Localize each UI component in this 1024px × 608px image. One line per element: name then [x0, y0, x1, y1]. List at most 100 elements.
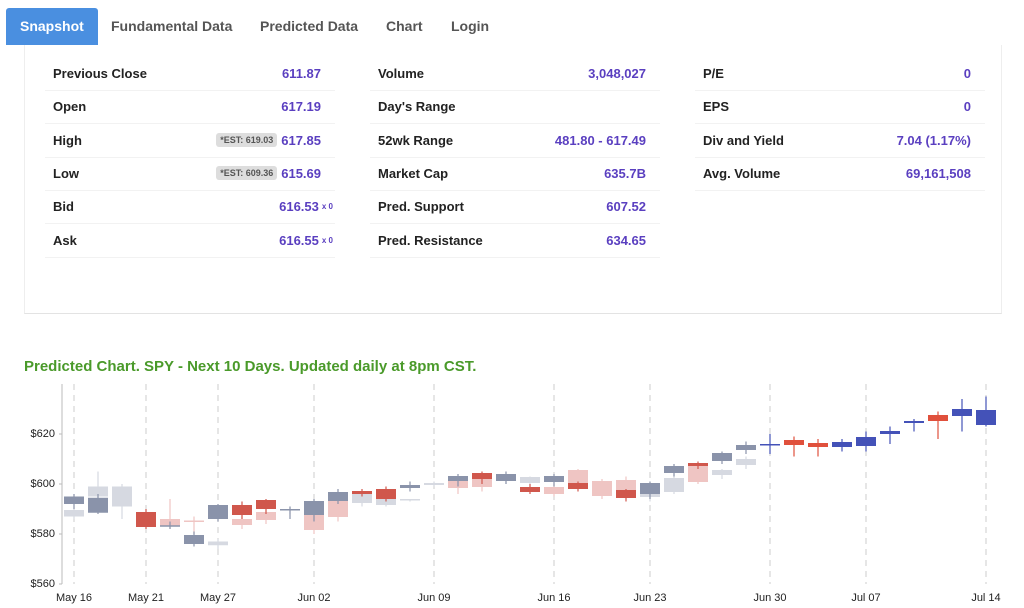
x-tick-label: Jul 14	[971, 592, 1000, 604]
stat-label: Open	[53, 99, 87, 115]
y-tick-label: $600	[31, 478, 55, 490]
candle-body	[304, 501, 324, 515]
stat-row: 52wk Range 481.80 - 617.49	[370, 124, 660, 158]
stat-value: 607.52	[606, 199, 646, 215]
candle-body	[904, 421, 924, 423]
stat-row: Market Cap 635.7B	[370, 157, 660, 191]
stat-label: Day's Range	[378, 99, 456, 115]
x-tick-label: May 27	[200, 592, 236, 604]
stat-row: Div and Yield 7.04 (1.17%)	[695, 124, 985, 158]
candle-body	[256, 500, 276, 509]
stat-value: 0	[963, 99, 971, 115]
stat-row: Ask 616.55 x 0	[45, 224, 335, 258]
tab[interactable]: Snapshot	[6, 8, 98, 45]
stat-row: Bid 616.53 x 0	[45, 190, 335, 225]
candle-body	[568, 470, 588, 483]
x-tick-label: Jun 02	[297, 592, 330, 604]
stat-label: Pred. Support	[378, 199, 464, 215]
candle-body	[232, 519, 252, 525]
chart-title: Predicted Chart. SPY - Next 10 Days. Upd…	[24, 358, 477, 375]
x-tick-label: Jun 16	[537, 592, 570, 604]
stat-row: Volume 3,048,027	[370, 57, 660, 91]
candle-body	[952, 409, 972, 416]
stat-label: Bid	[53, 199, 74, 215]
stat-row: High *EST: 619.03 617.85	[45, 124, 335, 158]
candle-body	[112, 486, 132, 507]
stat-row: Pred. Resistance 634.65	[370, 224, 660, 258]
candle-body	[664, 478, 684, 492]
candle-body	[736, 459, 756, 465]
candle-body	[808, 443, 828, 447]
x-tick-label: May 16	[56, 592, 92, 604]
candle-body	[400, 499, 420, 501]
candle-body	[520, 477, 540, 483]
candle-body	[736, 445, 756, 450]
stat-label: EPS	[703, 99, 730, 115]
candle-body	[688, 463, 708, 466]
tab[interactable]: Predicted Data	[260, 18, 359, 34]
candle-body	[352, 491, 372, 494]
stat-row: Open 617.19	[45, 90, 335, 125]
candle-body	[712, 470, 732, 475]
stat-label: Div and Yield	[703, 132, 784, 148]
stat-row: Day's Range	[370, 90, 660, 125]
candle-body	[424, 483, 444, 485]
candle-body	[136, 512, 156, 527]
candle-body	[400, 485, 420, 488]
candle-body	[160, 525, 180, 527]
candle-body	[184, 535, 204, 544]
stat-value: 617.85	[281, 132, 321, 148]
candle-body	[856, 437, 876, 446]
candle-body	[88, 486, 108, 497]
stat-label: Ask	[53, 232, 77, 248]
stat-row: Low *EST: 609.36 615.69	[45, 157, 335, 191]
candle-body	[328, 492, 348, 501]
candle-body	[304, 515, 324, 530]
candle-body	[328, 501, 348, 517]
tab[interactable]: Fundamental Data	[111, 18, 233, 34]
stat-row: Avg. Volume 69,161,508	[695, 157, 985, 191]
stat-value: 3,048,027	[588, 66, 646, 81]
candle-body	[784, 440, 804, 445]
tab[interactable]: Chart	[386, 18, 423, 34]
candle-body	[688, 466, 708, 482]
stat-value: 69,161,508	[905, 165, 971, 181]
stat-suffix: x 0	[321, 202, 333, 212]
candle-body	[712, 453, 732, 461]
candle-body	[544, 487, 564, 494]
stat-label: P/E	[703, 66, 724, 81]
candle-body	[568, 483, 588, 489]
candle-body	[832, 442, 852, 447]
stat-value: 617.19	[281, 99, 321, 115]
stat-row: EPS 0	[695, 90, 985, 125]
candle-body	[976, 410, 996, 425]
stat-suffix: x 0	[321, 235, 333, 245]
candle-body	[448, 476, 468, 481]
candle-body	[88, 497, 108, 513]
candle-body	[208, 541, 228, 546]
x-tick-label: Jun 09	[417, 592, 450, 604]
candle-body	[880, 431, 900, 434]
y-tick-label: $620	[31, 428, 55, 440]
candle-body	[376, 489, 396, 499]
stat-label: Pred. Resistance	[378, 232, 483, 248]
candle-body	[616, 490, 636, 498]
stat-value: 634.65	[606, 232, 646, 248]
stat-value: 616.55	[279, 232, 319, 248]
stat-value: 616.53	[279, 199, 319, 215]
stat-row: Previous Close 611.87	[45, 57, 335, 91]
candle-body	[544, 476, 564, 482]
est-badge: *EST: 619.03	[216, 133, 278, 148]
x-tick-label: May 21	[128, 592, 164, 604]
x-tick-label: Jun 23	[633, 592, 666, 604]
candle-body	[280, 509, 300, 511]
candle-body	[592, 481, 612, 496]
stat-label: 52wk Range	[378, 132, 454, 148]
tab[interactable]: Login	[451, 18, 490, 34]
stat-label: Market Cap	[378, 165, 449, 181]
stat-label: Avg. Volume	[703, 165, 781, 181]
candle-body	[520, 487, 540, 492]
y-tick-label: $560	[31, 578, 55, 590]
stat-value: 615.69	[281, 165, 321, 181]
